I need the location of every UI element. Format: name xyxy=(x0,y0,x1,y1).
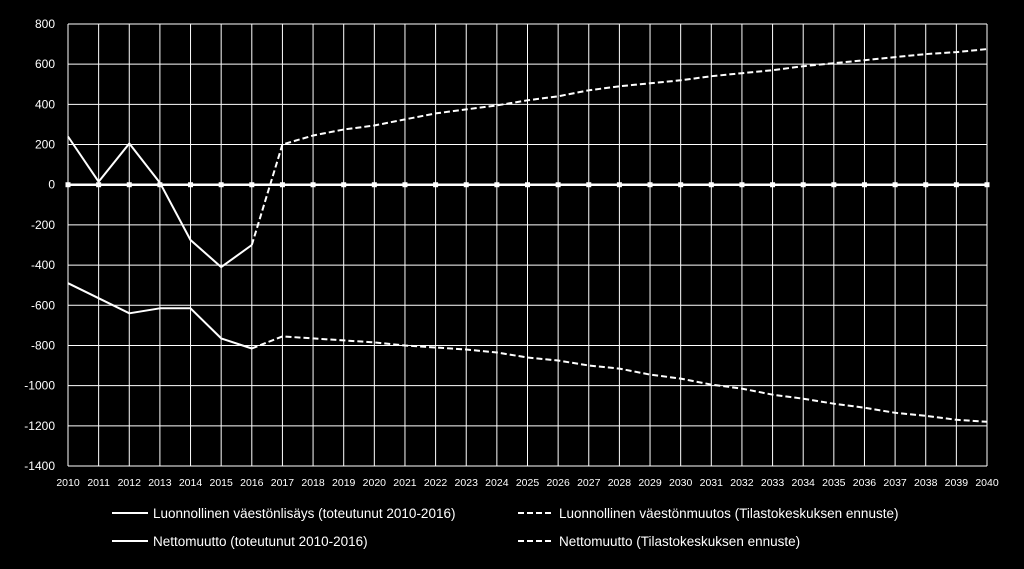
x-tick-label: 2037 xyxy=(883,477,907,489)
y-tick-label: -600 xyxy=(31,298,55,312)
x-tick-label: 2016 xyxy=(240,477,264,489)
zero-line-marker xyxy=(555,182,561,188)
zero-line-marker xyxy=(494,182,500,188)
x-tick-label: 2021 xyxy=(393,477,417,489)
zero-line-marker xyxy=(831,182,837,188)
zero-line-marker xyxy=(96,182,102,188)
y-tick-label: -1400 xyxy=(24,459,55,473)
legend-label-1: Luonnollinen väestönmuutos (Tilastokesku… xyxy=(559,506,898,521)
x-tick-label: 2039 xyxy=(945,477,969,489)
y-axis: 800 600 400 200 0 -200 -400 -600 -800 -1000 -1200 -… xyxy=(24,17,55,473)
zero-line xyxy=(65,182,990,188)
zero-line-marker xyxy=(310,182,316,188)
zero-line-marker xyxy=(678,182,684,188)
x-tick-label: 2017 xyxy=(271,477,295,489)
zero-line-marker xyxy=(861,182,867,188)
zero-line-marker xyxy=(892,182,898,188)
x-tick-label: 2018 xyxy=(301,477,325,489)
x-tick-label: 2035 xyxy=(822,477,846,489)
zero-line-marker xyxy=(586,182,592,188)
zero-line-marker xyxy=(708,182,714,188)
series-line-1 xyxy=(250,48,988,246)
x-tick-label: 2033 xyxy=(761,477,785,489)
x-tick-label: 2025 xyxy=(516,477,540,489)
zero-line-marker xyxy=(953,182,959,188)
x-tick-label: 2034 xyxy=(792,477,816,489)
zero-line-marker xyxy=(739,182,745,188)
zero-line-marker xyxy=(188,182,194,188)
zero-line-marker xyxy=(984,182,990,188)
zero-line-marker xyxy=(770,182,776,188)
x-tick-label: 2028 xyxy=(608,477,632,489)
x-tick-label: 2022 xyxy=(424,477,448,489)
zero-line-marker xyxy=(371,182,377,188)
zero-line-marker xyxy=(616,182,622,188)
grid xyxy=(67,23,988,467)
zero-line-marker xyxy=(279,182,285,188)
legend-label-2: Nettomuutto (toteutunut 2010-2016) xyxy=(153,534,368,549)
y-tick-label: -400 xyxy=(31,258,55,272)
zero-line-marker xyxy=(800,182,806,188)
y-tick-label: 400 xyxy=(35,97,55,111)
series-lines xyxy=(67,48,988,423)
y-tick-label: -200 xyxy=(31,218,55,232)
legend-label-3: Nettomuutto (Tilastokeskuksen ennuste) xyxy=(559,534,800,549)
y-tick-label: 200 xyxy=(35,138,55,152)
x-tick-label: 2019 xyxy=(332,477,356,489)
x-tick-label: 2038 xyxy=(914,477,938,489)
zero-line-marker xyxy=(341,182,347,188)
y-tick-label: 600 xyxy=(35,57,55,71)
legend-label-0: Luonnollinen väestönlisäys (toteutunut 2… xyxy=(153,506,455,521)
x-tick-label: 2024 xyxy=(485,477,509,489)
zero-line-marker xyxy=(923,182,929,188)
x-tick-label: 2026 xyxy=(546,477,570,489)
y-tick-label: -1000 xyxy=(24,379,55,393)
zero-line-marker xyxy=(249,182,255,188)
zero-line-marker xyxy=(525,182,530,188)
x-tick-label: 2010 xyxy=(56,477,80,489)
x-tick-label: 2012 xyxy=(118,477,142,489)
x-axis: 2010 2011 2012 2013 2014 2015 2016 2017 2018 2019… xyxy=(56,477,999,489)
x-tick-label: 2029 xyxy=(638,477,662,489)
x-tick-label: 2027 xyxy=(577,477,601,489)
x-tick-label: 2014 xyxy=(179,477,203,489)
series-line-0 xyxy=(67,135,253,269)
x-tick-label: 2040 xyxy=(975,477,999,489)
zero-line-marker xyxy=(218,182,224,188)
x-tick-label: 2036 xyxy=(853,477,877,489)
y-tick-label: 0 xyxy=(48,178,55,192)
zero-line-marker xyxy=(402,182,408,188)
series-line-2 xyxy=(67,282,253,350)
x-tick-label: 2015 xyxy=(209,477,233,489)
zero-line-marker xyxy=(647,182,653,188)
y-tick-label: -1200 xyxy=(24,419,55,433)
legend: Luonnollinen väestönlisäys (toteutunut 2… xyxy=(112,506,898,549)
series-line-3 xyxy=(251,335,988,423)
x-tick-label: 2023 xyxy=(455,477,479,489)
y-tick-label: 800 xyxy=(35,17,55,31)
x-tick-label: 2013 xyxy=(148,477,172,489)
x-tick-label: 2011 xyxy=(87,477,110,489)
x-tick-label: 2031 xyxy=(700,477,724,489)
x-tick-label: 2032 xyxy=(730,477,754,489)
zero-line-marker xyxy=(463,182,469,188)
zero-line-marker xyxy=(65,182,71,188)
zero-line-marker xyxy=(126,182,132,188)
x-tick-label: 2030 xyxy=(669,477,693,489)
x-tick-label: 2020 xyxy=(363,477,387,489)
zero-line-marker xyxy=(433,182,439,188)
y-tick-label: -800 xyxy=(31,338,55,352)
